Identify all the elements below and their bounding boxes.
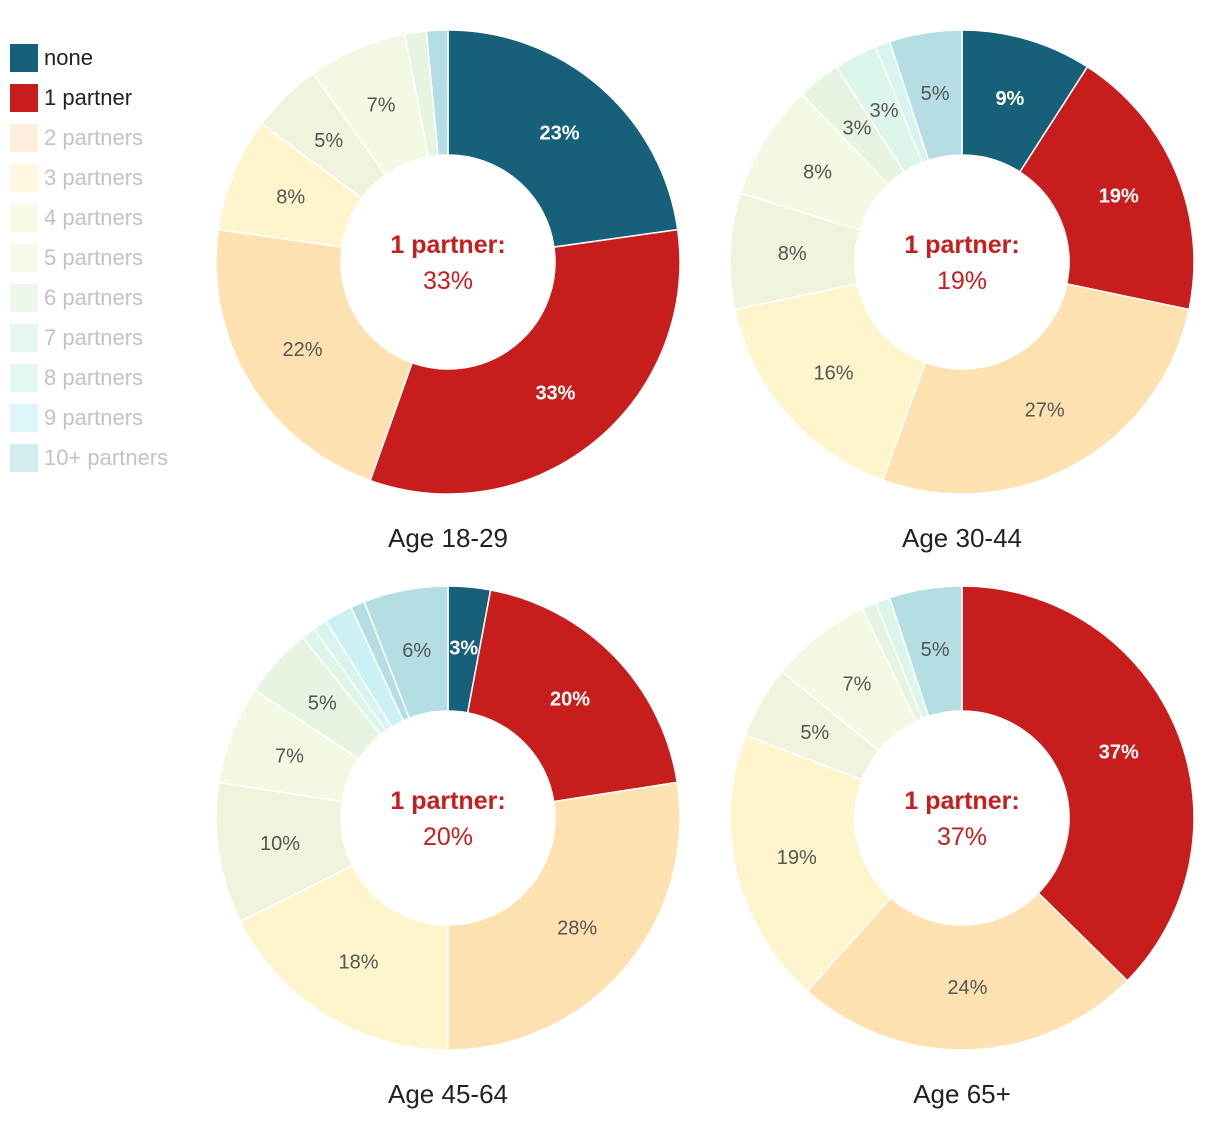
legend-item[interactable]: 4 partners xyxy=(10,198,168,238)
legend-swatch xyxy=(10,164,38,192)
slice-label: 5% xyxy=(921,639,950,661)
legend-swatch xyxy=(10,84,38,112)
donut-chart: 9% 19% 27% 16% 8% 8% 3%3% 5% 1 partner: 19% Age 30… xyxy=(729,29,1195,553)
legend-swatch xyxy=(10,44,38,72)
slice-label: 22% xyxy=(283,339,323,361)
slice-label: 5% xyxy=(800,722,829,744)
legend-swatch xyxy=(10,444,38,472)
slice-label: 3% xyxy=(449,638,478,660)
legend-item[interactable]: 9 partners xyxy=(10,398,168,438)
legend-swatch xyxy=(10,324,38,352)
legend-label: 3 partners xyxy=(44,165,144,190)
legend-item[interactable]: none xyxy=(10,38,168,78)
slice-label: 7% xyxy=(842,673,871,695)
donut-slice[interactable] xyxy=(447,29,679,248)
slice-label: 5% xyxy=(314,130,343,152)
legend-item[interactable]: 1 partner xyxy=(10,78,168,118)
legend-label: 5 partners xyxy=(44,245,144,270)
center-label: 1 partner: xyxy=(904,787,1019,815)
legend-label: none xyxy=(44,45,93,70)
slice-label: 9% xyxy=(995,88,1024,110)
donut-slice[interactable] xyxy=(729,734,892,992)
slice-label: 33% xyxy=(535,383,575,405)
center-label: 1 partner: xyxy=(390,231,505,259)
donut-slice[interactable] xyxy=(961,585,1195,982)
donut-slice[interactable] xyxy=(888,585,963,718)
donut-slice[interactable] xyxy=(239,864,449,1051)
center-value: 37% xyxy=(937,823,987,851)
slice-label: 27% xyxy=(1025,400,1065,422)
chart-title: Age 65+ xyxy=(913,1079,1011,1109)
donut-slice[interactable] xyxy=(447,781,681,1051)
legend-label: 10+ partners xyxy=(44,445,169,470)
slice-label: 19% xyxy=(1099,185,1139,207)
chart-title: Age 45-64 xyxy=(388,1079,508,1109)
donut-slice[interactable] xyxy=(466,589,679,803)
legend: none 1 partner 2 partners 3 partners 4 partn… xyxy=(10,38,168,478)
donut-slice[interactable] xyxy=(881,283,1190,495)
slice-label: 7% xyxy=(367,95,396,117)
legend-swatch xyxy=(10,284,38,312)
slice-label: 10% xyxy=(260,833,300,855)
donut-chart: 23% 33% 22% 8% 5% 7% 1 partner: 33% Age 18-29 xyxy=(215,29,681,553)
legend-label: 7 partners xyxy=(44,325,144,350)
donut-chart: 3% 20% 28% 18% 10% 7% 5% 6% 1 partner: 20% Age 45-… xyxy=(215,585,681,1109)
donut-slice[interactable] xyxy=(888,29,963,162)
slice-label: 19% xyxy=(777,847,817,869)
slice-label: 23% xyxy=(539,123,579,145)
legend-item[interactable]: 6 partners xyxy=(10,278,168,318)
legend-item[interactable]: 8 partners xyxy=(10,358,168,398)
slice-label: 3% xyxy=(870,100,899,122)
slice-label: 24% xyxy=(947,977,987,999)
slice-label: 5% xyxy=(308,692,337,714)
legend-label: 9 partners xyxy=(44,405,144,430)
legend-label: 6 partners xyxy=(44,285,144,310)
legend-item[interactable]: 7 partners xyxy=(10,318,168,358)
slice-label: 7% xyxy=(275,746,304,768)
slice-label: 18% xyxy=(338,952,378,974)
slice-label: 20% xyxy=(550,689,590,711)
legend-swatch xyxy=(10,404,38,432)
slice-label: 28% xyxy=(557,918,597,940)
legend-swatch xyxy=(10,204,38,232)
legend-swatch xyxy=(10,364,38,392)
slice-label: 8% xyxy=(276,187,305,209)
legend-swatch xyxy=(10,124,38,152)
donut-slice[interactable] xyxy=(363,585,449,720)
donut-slice[interactable] xyxy=(425,29,449,157)
legend-swatch xyxy=(10,244,38,272)
chart-title: Age 18-29 xyxy=(388,523,508,553)
legend-label: 8 partners xyxy=(44,365,144,390)
chart-title: Age 30-44 xyxy=(902,523,1022,553)
legend-label: 4 partners xyxy=(44,205,144,230)
donut-slice[interactable] xyxy=(734,283,927,481)
donut-chart: 37% 24% 19% 5% 7% 5% 1 partner: 37% Age 65+ xyxy=(729,585,1195,1109)
center-label: 1 partner: xyxy=(904,231,1019,259)
center-value: 19% xyxy=(937,267,987,295)
legend-item[interactable]: 5 partners xyxy=(10,238,168,278)
legend-label: 1 partner xyxy=(44,85,133,110)
slice-label: 37% xyxy=(1099,741,1139,763)
donut-slice[interactable] xyxy=(1018,65,1195,311)
legend-item[interactable]: 3 partners xyxy=(10,158,168,198)
donut-slice[interactable] xyxy=(369,228,681,495)
slice-label: 6% xyxy=(402,640,431,662)
donut-slice[interactable] xyxy=(215,228,414,482)
slice-label: 5% xyxy=(921,83,950,105)
slice-label: 3% xyxy=(842,117,871,139)
legend-label: 2 partners xyxy=(44,125,144,150)
center-value: 20% xyxy=(423,823,473,851)
slice-label: 8% xyxy=(778,243,807,265)
legend-item[interactable]: 2 partners xyxy=(10,118,168,158)
center-label: 1 partner: xyxy=(390,787,505,815)
donut-slice[interactable] xyxy=(806,891,1129,1051)
center-value: 33% xyxy=(423,267,473,295)
slice-label: 16% xyxy=(814,362,854,384)
slice-label: 8% xyxy=(803,161,832,183)
legend-item[interactable]: 10+ partners xyxy=(10,438,168,478)
